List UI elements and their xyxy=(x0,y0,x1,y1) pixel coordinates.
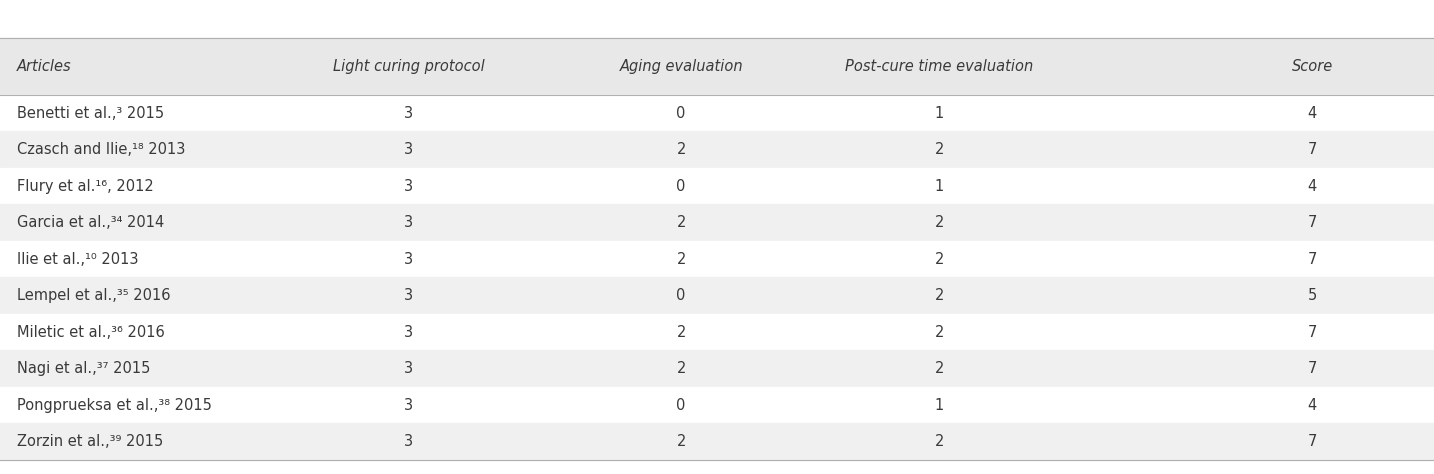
Text: Flury et al.¹⁶, 2012: Flury et al.¹⁶, 2012 xyxy=(17,179,153,193)
Text: 7: 7 xyxy=(1308,252,1316,266)
Text: 7: 7 xyxy=(1308,215,1316,230)
Text: 3: 3 xyxy=(404,252,413,266)
Text: 2: 2 xyxy=(677,361,685,376)
Text: Lempel et al.,³⁵ 2016: Lempel et al.,³⁵ 2016 xyxy=(17,288,171,303)
Text: Score: Score xyxy=(1292,59,1332,74)
Bar xyxy=(0,168,1434,204)
Text: 3: 3 xyxy=(404,142,413,157)
Text: 3: 3 xyxy=(404,361,413,376)
Text: 3: 3 xyxy=(404,288,413,303)
Text: 4: 4 xyxy=(1308,106,1316,120)
Text: Light curing protocol: Light curing protocol xyxy=(333,59,485,74)
Text: Garcia et al.,³⁴ 2014: Garcia et al.,³⁴ 2014 xyxy=(17,215,165,230)
Text: Post-cure time evaluation: Post-cure time evaluation xyxy=(845,59,1034,74)
Text: 2: 2 xyxy=(935,434,944,449)
Text: Benetti et al.,³ 2015: Benetti et al.,³ 2015 xyxy=(17,106,165,120)
Text: Miletic et al.,³⁶ 2016: Miletic et al.,³⁶ 2016 xyxy=(17,325,165,339)
Text: 2: 2 xyxy=(677,215,685,230)
Bar xyxy=(0,204,1434,241)
Text: 3: 3 xyxy=(404,179,413,193)
Text: Zorzin et al.,³⁹ 2015: Zorzin et al.,³⁹ 2015 xyxy=(17,434,163,449)
Text: 0: 0 xyxy=(677,398,685,412)
Text: 2: 2 xyxy=(677,325,685,339)
Bar xyxy=(0,38,1434,95)
Text: Nagi et al.,³⁷ 2015: Nagi et al.,³⁷ 2015 xyxy=(17,361,151,376)
Text: Czasch and Ilie,¹⁸ 2013: Czasch and Ilie,¹⁸ 2013 xyxy=(17,142,185,157)
Text: Ilie et al.,¹⁰ 2013: Ilie et al.,¹⁰ 2013 xyxy=(17,252,139,266)
Text: 7: 7 xyxy=(1308,142,1316,157)
Text: 2: 2 xyxy=(935,288,944,303)
Bar xyxy=(0,314,1434,350)
Text: 2: 2 xyxy=(935,325,944,339)
Text: Aging evaluation: Aging evaluation xyxy=(619,59,743,74)
Text: 1: 1 xyxy=(935,398,944,412)
Text: 0: 0 xyxy=(677,288,685,303)
Text: Articles: Articles xyxy=(17,59,72,74)
Text: 5: 5 xyxy=(1308,288,1316,303)
Bar xyxy=(0,241,1434,277)
Text: 3: 3 xyxy=(404,215,413,230)
Text: 2: 2 xyxy=(677,252,685,266)
Text: 2: 2 xyxy=(935,215,944,230)
Bar xyxy=(0,131,1434,168)
Bar xyxy=(0,387,1434,423)
Text: 2: 2 xyxy=(935,252,944,266)
Text: 3: 3 xyxy=(404,434,413,449)
Text: 1: 1 xyxy=(935,106,944,120)
Text: Pongprueksa et al.,³⁸ 2015: Pongprueksa et al.,³⁸ 2015 xyxy=(17,398,212,412)
Bar xyxy=(0,277,1434,314)
Text: 4: 4 xyxy=(1308,398,1316,412)
Text: 2: 2 xyxy=(935,142,944,157)
Text: 2: 2 xyxy=(677,142,685,157)
Bar xyxy=(0,423,1434,460)
Bar xyxy=(0,350,1434,387)
Text: 3: 3 xyxy=(404,325,413,339)
Text: 3: 3 xyxy=(404,106,413,120)
Text: 2: 2 xyxy=(677,434,685,449)
Text: 7: 7 xyxy=(1308,361,1316,376)
Text: 3: 3 xyxy=(404,398,413,412)
Text: 7: 7 xyxy=(1308,325,1316,339)
Text: 7: 7 xyxy=(1308,434,1316,449)
Bar xyxy=(0,95,1434,131)
Text: 0: 0 xyxy=(677,106,685,120)
Text: 2: 2 xyxy=(935,361,944,376)
Text: 4: 4 xyxy=(1308,179,1316,193)
Text: 1: 1 xyxy=(935,179,944,193)
Text: 0: 0 xyxy=(677,179,685,193)
